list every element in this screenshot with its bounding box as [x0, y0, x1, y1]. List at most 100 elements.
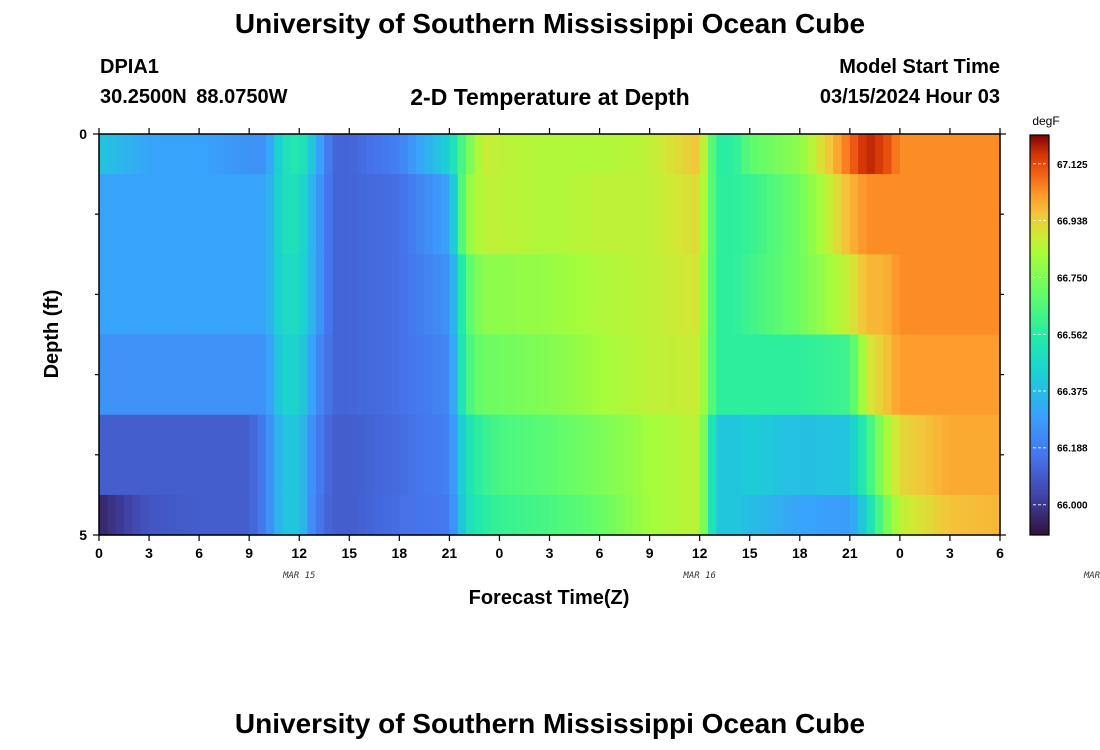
heatmap-cell [124, 254, 133, 336]
heatmap-cell [516, 254, 526, 336]
heatmap-cell [416, 494, 425, 536]
heatmap-cell [741, 414, 751, 496]
y-axis-title: Depth (ft) [41, 290, 63, 379]
heatmap-cell [799, 494, 809, 536]
heatmap-cell [641, 134, 651, 175]
heatmap-cell [474, 414, 484, 496]
heatmap-cell [199, 414, 209, 496]
heatmap-cell [991, 254, 1001, 336]
heatmap-cell [774, 174, 784, 255]
heatmap-cell [933, 494, 943, 536]
heatmap-cell [332, 334, 342, 416]
heatmap-cell [541, 414, 551, 496]
heatmap-cell [115, 414, 125, 496]
heatmap-cell [282, 174, 292, 255]
heatmap-cell [491, 494, 501, 536]
heatmap-cell [758, 134, 767, 175]
heatmap-cell [207, 334, 217, 416]
heatmap-cell [349, 174, 359, 255]
heatmap-cell [474, 494, 484, 536]
heatmap-cell [983, 414, 993, 496]
heatmap-cell [265, 334, 275, 416]
x-tick-label: 0 [496, 545, 504, 561]
heatmap-cell [457, 174, 467, 255]
colorbar: degF 66.000 66.188 66.375 66.562 66.750 66.93… [1029, 114, 1088, 536]
heatmap-cell [299, 254, 309, 336]
heatmap-cell [733, 134, 742, 175]
x-axis-title: Forecast Time(Z) [469, 587, 630, 609]
heatmap-cell [974, 134, 984, 175]
heatmap-cell [866, 134, 876, 175]
heatmap-cell [691, 334, 701, 416]
heatmap-cell [741, 134, 751, 175]
heatmap-cell [257, 254, 267, 336]
heatmap-cell [649, 414, 659, 496]
heatmap-cell [958, 134, 968, 175]
heatmap-cell [674, 414, 684, 496]
heatmap-cell [99, 174, 108, 255]
heatmap-cell [624, 494, 634, 536]
heatmap-cell [124, 334, 133, 416]
heatmap-cell [632, 494, 642, 536]
heatmap-cell [991, 134, 1001, 175]
heatmap-cell [958, 414, 968, 496]
heatmap-cell [749, 254, 759, 336]
heatmap-cell [249, 174, 259, 255]
date-label: MAR 17 [1083, 571, 1100, 581]
heatmap-cell [274, 134, 284, 175]
heatmap-cell [407, 254, 417, 336]
heatmap-cell [891, 414, 901, 496]
heatmap-cell [449, 334, 459, 416]
heatmap-cell [115, 254, 125, 336]
heatmap-cell [507, 334, 517, 416]
heatmap-cell [924, 334, 934, 416]
heatmap-cell [365, 334, 375, 416]
heatmap-cell [99, 254, 108, 336]
heatmap-cell [466, 334, 476, 416]
heatmap-cell [182, 174, 192, 255]
heatmap-cell [140, 494, 150, 536]
heatmap-cell [716, 134, 726, 175]
heatmap-cell [165, 494, 175, 536]
heatmap-cell [974, 174, 984, 255]
heatmap-cell [132, 254, 142, 336]
heatmap-cell [399, 174, 409, 255]
x-tick-label: 6 [596, 545, 604, 561]
heatmap-cell [758, 174, 767, 255]
heatmap-cell [699, 134, 709, 175]
heatmap-cell [374, 174, 384, 255]
heatmap-cell [424, 254, 434, 336]
heatmap-cell [474, 134, 484, 175]
heatmap-cell [724, 254, 734, 336]
heatmap-cell [441, 494, 450, 536]
heatmap-cell [524, 414, 534, 496]
heatmap-cell [491, 414, 501, 496]
heatmap-cell [716, 254, 726, 336]
heatmap-cell [983, 134, 993, 175]
heatmap-cell [941, 334, 951, 416]
heatmap-cell [641, 494, 651, 536]
heatmap-cell [282, 414, 292, 496]
heatmap-cell [733, 414, 742, 496]
heatmap-cell [215, 334, 225, 416]
x-axis: 0 3 6 9 12 15 18 21 0 3 6 9 12 15 18 21 0 3 6 [95, 128, 1004, 561]
heatmap-cell [441, 334, 450, 416]
heatmap-cell [616, 494, 626, 536]
heatmap-cell [290, 414, 300, 496]
heatmap-cell [132, 494, 142, 536]
heatmap-cell [174, 414, 184, 496]
heatmap-cell [207, 494, 217, 536]
heatmap-cell [541, 174, 551, 255]
heatmap-cell [891, 334, 901, 416]
heatmap-cell [908, 334, 918, 416]
heatmap-cell [899, 334, 909, 416]
heatmap-cell [724, 174, 734, 255]
heatmap-cell [924, 494, 934, 536]
heatmap-cell [507, 174, 517, 255]
heatmap-cell [374, 334, 384, 416]
heatmap-cell [607, 174, 617, 255]
heatmap-cell [699, 494, 709, 536]
heatmap-cell [157, 134, 167, 175]
heatmap-cell [774, 254, 784, 336]
heatmap-cell [424, 174, 434, 255]
